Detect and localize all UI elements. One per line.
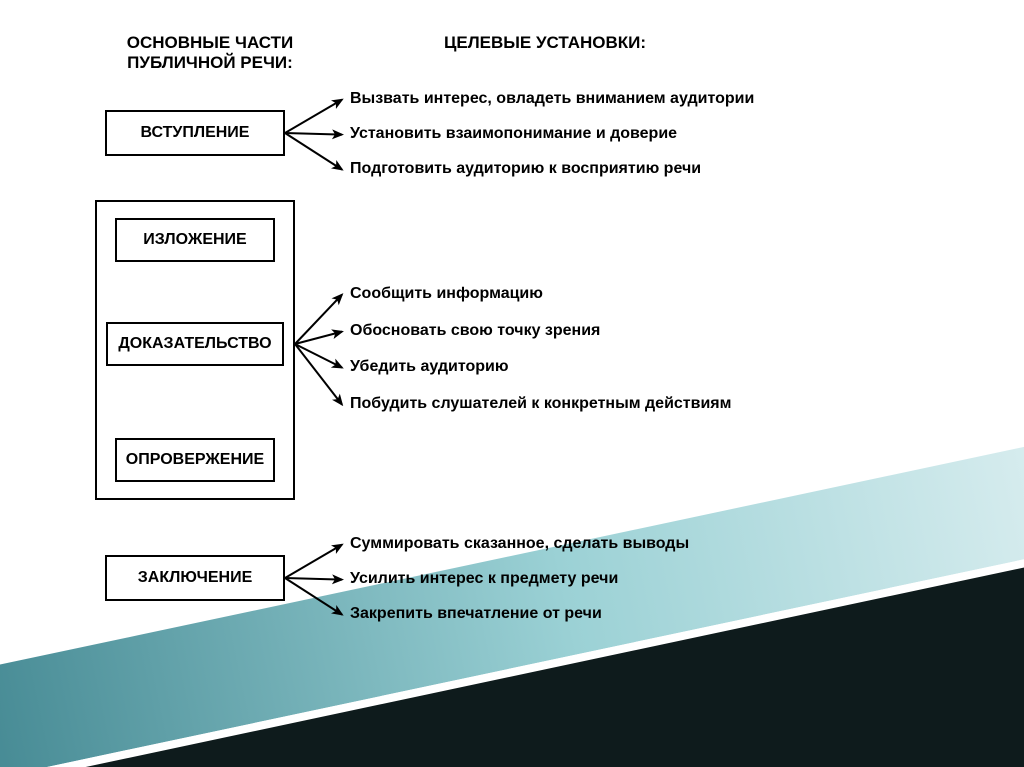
diagram-canvas: ОСНОВНЫЕ ЧАСТИПУБЛИЧНОЙ РЕЧИ: ЦЕЛЕВЫЕ УС…	[0, 0, 1024, 767]
target-text: Сообщить информацию	[350, 285, 543, 303]
box-exposition: ИЗЛОЖЕНИЕ	[115, 218, 275, 262]
heading-right: ЦЕЛЕВЫЕ УСТАНОВКИ:	[395, 33, 695, 53]
target-text: Побудить слушателей к конкретным действи…	[350, 395, 731, 413]
box-label: ЗАКЛЮЧЕНИЕ	[138, 569, 253, 587]
box-refutation: ОПРОВЕРЖЕНИЕ	[115, 438, 275, 482]
box-label: ДОКАЗАТЕЛЬСТВО	[118, 335, 271, 353]
box-label: ИЗЛОЖЕНИЕ	[143, 231, 246, 249]
box-intro: ВСТУПЛЕНИЕ	[105, 110, 285, 156]
box-conclusion: ЗАКЛЮЧЕНИЕ	[105, 555, 285, 601]
target-text: Подготовить аудиторию к восприятию речи	[350, 160, 701, 178]
target-text: Усилить интерес к предмету речи	[350, 570, 618, 588]
target-text: Убедить аудиторию	[350, 358, 509, 376]
box-label: ОПРОВЕРЖЕНИЕ	[126, 451, 264, 469]
target-text: Закрепить впечатление от речи	[350, 605, 602, 623]
target-text: Вызвать интерес, овладеть вниманием ауди…	[350, 90, 754, 108]
target-text: Обосновать свою точку зрения	[350, 322, 600, 340]
box-label: ВСТУПЛЕНИЕ	[141, 124, 250, 142]
heading-left: ОСНОВНЫЕ ЧАСТИПУБЛИЧНОЙ РЕЧИ:	[105, 33, 315, 73]
target-text: Суммировать сказанное, сделать выводы	[350, 535, 689, 553]
target-text: Установить взаимопонимание и доверие	[350, 125, 677, 143]
box-proof: ДОКАЗАТЕЛЬСТВО	[106, 322, 284, 366]
